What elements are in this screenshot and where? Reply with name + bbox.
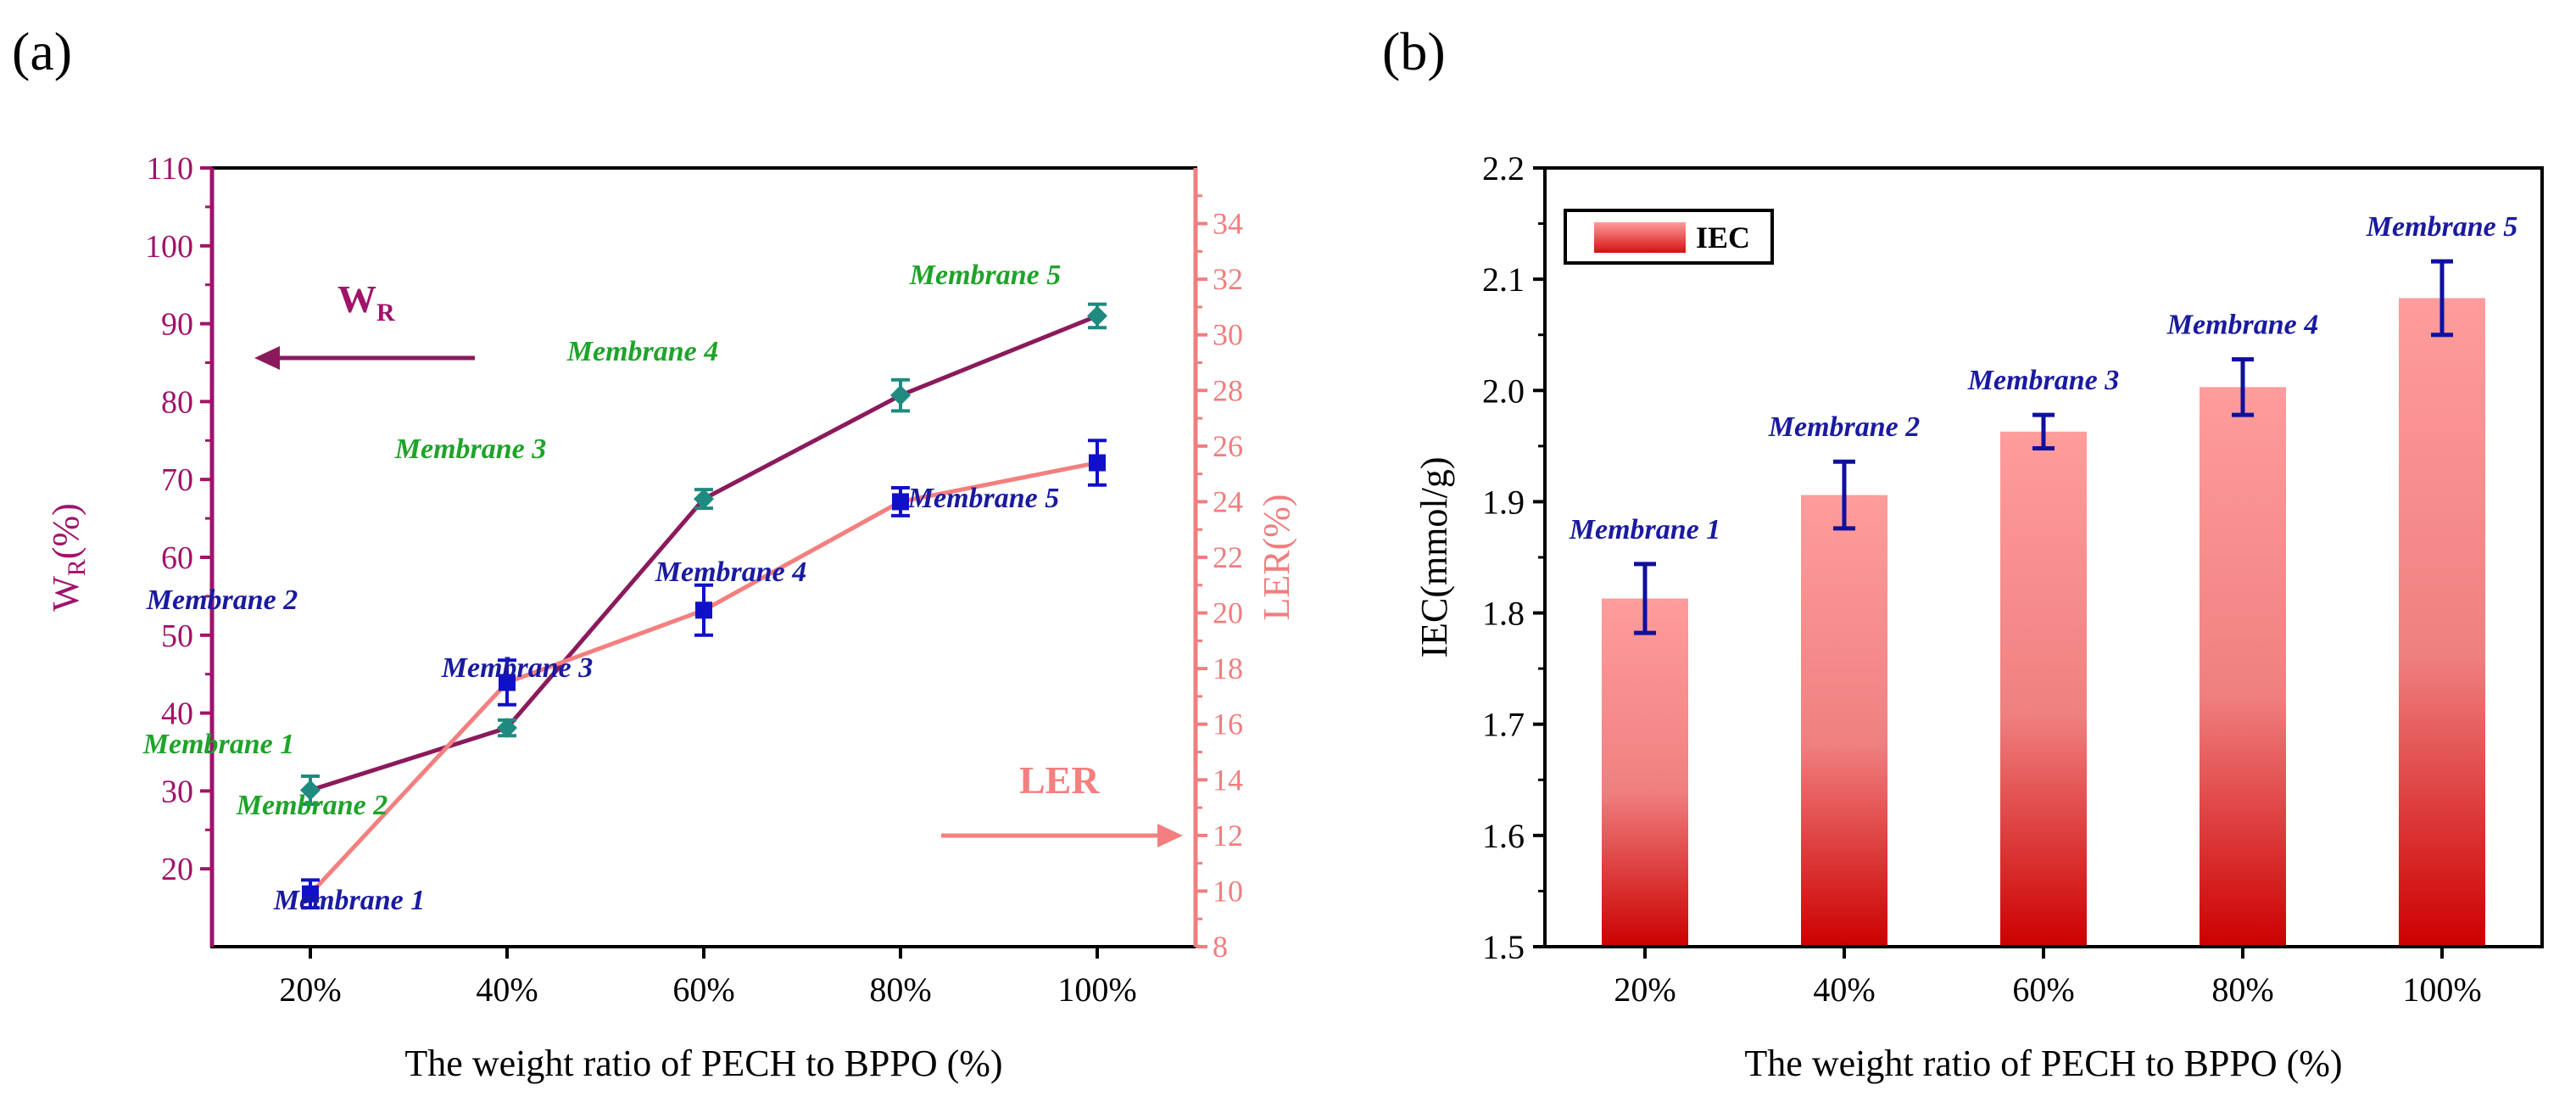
panel-a-line-chart: (a) 20 30 40 50 60 70 80 90 100 110 8 10 12 14 16 18 20… [12,21,1297,1084]
right-tick-label: 32 [1213,262,1243,296]
data-point-ler [302,885,319,903]
data-point-ler [695,601,712,619]
b-tick-label: 2.1 [1482,260,1525,299]
series-line-ler [309,461,1098,896]
panel-b-label: (b) [1382,21,1446,81]
left-tick-label: 50 [161,618,193,654]
left-tick-label: 30 [161,774,193,809]
series-line-wr [309,314,1098,792]
panel-b-x-axis-title: The weight ratio of PECH to BPPO (%) [1744,1043,2342,1084]
legend-swatch [1594,222,1686,253]
left-tick-label: 100 [145,229,193,265]
b-x-tick-label: 100% [2402,970,2481,1009]
iec-bar [2399,298,2485,947]
panel-b-y-axis-title: IEC(mmol/g) [1413,456,1455,657]
right-tick-label: 22 [1213,540,1243,574]
left-tick-label: 90 [161,307,193,343]
b-tick-label: 1.5 [1482,928,1525,966]
x-tick-label: 80% [869,970,931,1009]
right-tick-label: 10 [1213,874,1243,908]
right-tick-label: 20 [1213,596,1243,630]
b-tick-label: 1.8 [1482,595,1525,633]
b-tick-label: 1.9 [1482,483,1525,521]
wr-point-label: Membrane 3 [394,433,547,465]
iec-bar [2200,387,2286,947]
bar-label: Membrane 2 [1768,411,1921,443]
bar-label: Membrane 3 [1967,365,2120,396]
x-tick-label: 60% [672,970,734,1009]
wr-point-label: Membrane 4 [566,336,719,367]
data-point-wr [300,780,321,801]
data-point-ler [892,493,909,511]
left-tick-label: 40 [161,696,193,732]
ler-arrow-head [1157,824,1183,847]
right-tick-label: 14 [1213,763,1243,797]
right-tick-label: 24 [1213,484,1243,518]
bar-label: Membrane 5 [2366,211,2518,243]
right-tick-label: 18 [1213,651,1243,685]
legend-label: IEC [1696,221,1750,254]
data-point-wr [694,489,714,510]
bar-label: Membrane 1 [1569,514,1721,545]
wr-point-label: Membrane 2 [236,790,388,821]
left-tick-label: 110 [146,151,193,187]
ler-point-label: Membrane 2 [146,584,298,616]
left-tick-label: 70 [161,462,193,498]
wr-arrow-label: WR [337,277,395,327]
right-tick-label: 34 [1213,207,1243,241]
b-tick-label: 2.0 [1482,372,1525,410]
b-tick-label: 2.2 [1482,149,1525,187]
x-tick-label: 20% [279,970,341,1009]
ler-point-label: Membrane 3 [441,652,594,684]
right-tick-label: 30 [1213,318,1243,352]
x-tick-label: 40% [476,970,538,1009]
left-tick-label: 80 [161,384,193,420]
panel-a-x-axis-title: The weight ratio of PECH to BPPO (%) [404,1043,1002,1084]
b-x-tick-label: 40% [1813,970,1875,1009]
panel-a-label: (a) [12,21,72,81]
iec-bar [1602,598,1688,947]
data-point-wr [1087,305,1107,327]
right-tick-label: 28 [1213,373,1243,407]
b-tick-label: 1.7 [1482,706,1525,744]
x-tick-label: 100% [1057,970,1136,1009]
b-x-tick-label: 60% [2012,970,2074,1009]
iec-bar [1801,495,1887,947]
left-tick-label: 20 [161,852,193,887]
panel-b-bar-chart: (b) 1.5 1.6 1.7 1.8 1.9 2.0 2.1 2.2 20% 40% 60% 80… [1382,21,2544,1084]
wr-point-label: Membrane 5 [909,260,1062,291]
data-point-wr [890,385,911,406]
ler-arrow-label: LER [1019,758,1100,802]
bar-label: Membrane 4 [2166,310,2319,341]
right-tick-label: 8 [1213,930,1228,964]
b-x-tick-label: 80% [2211,970,2273,1009]
data-point-ler [499,674,516,691]
ler-point-label: Membrane 5 [907,483,1060,514]
ler-point-label: Membrane 4 [655,556,807,588]
ler-point-label: Membrane 1 [273,885,426,916]
right-tick-label: 26 [1213,429,1243,463]
left-tick-label: 60 [161,540,193,576]
data-point-ler [1089,454,1106,472]
b-x-tick-label: 20% [1614,970,1676,1009]
data-point-wr [497,718,517,739]
iec-bar [2000,431,2087,947]
wr-arrow-head [254,346,280,370]
right-tick-label: 12 [1213,819,1243,853]
panel-a-left-axis-title: WR(%) [45,503,91,612]
wr-point-label: Membrane 1 [142,729,295,760]
b-tick-label: 1.6 [1482,817,1525,855]
panel-a-right-axis-title: LER(%) [1256,494,1297,620]
right-tick-label: 16 [1213,707,1243,741]
panel-b-legend: IEC [1564,209,1774,265]
